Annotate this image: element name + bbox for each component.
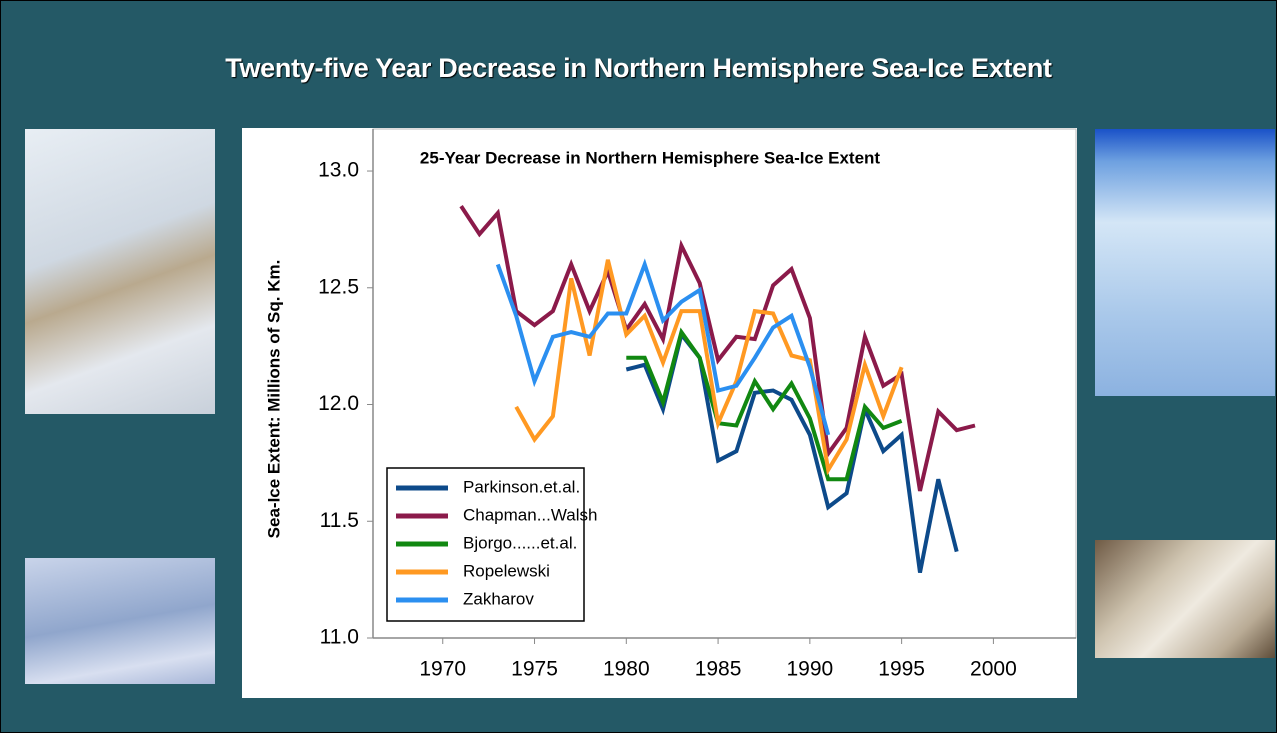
- x-tick-label: 1995: [878, 658, 925, 681]
- y-tick-label: 11.5: [320, 509, 359, 532]
- x-tick-label: 1975: [511, 658, 558, 681]
- legend-label: Ropelewski: [463, 561, 550, 580]
- photo: [25, 558, 215, 684]
- photo: [25, 129, 215, 414]
- photo: [1095, 540, 1275, 658]
- photo: [1095, 129, 1275, 396]
- series-line: [495, 258, 831, 436]
- x-tick-label: 2000: [970, 658, 1017, 681]
- series-line: [626, 327, 903, 482]
- y-axis-label: Sea-Ice Extent: Millions of Sq. Km.: [264, 260, 283, 539]
- series-line: [625, 330, 959, 573]
- legend-label: Bjorgo......et.al.: [463, 533, 577, 552]
- slide-title: Twenty-five Year Decrease in Northern He…: [225, 53, 1052, 83]
- chart: 25-Year Decrease in Northern Hemisphere …: [242, 128, 1077, 698]
- series-line: [459, 205, 976, 492]
- y-tick-label: 13.0: [318, 159, 359, 182]
- x-tick-label: 1970: [419, 658, 466, 681]
- x-tick-label: 1980: [603, 658, 650, 681]
- y-tick-label: 11.0: [320, 626, 359, 649]
- series-line: [514, 259, 904, 476]
- y-tick-label: 12.0: [318, 392, 359, 415]
- legend-label: Zakharov: [463, 589, 534, 608]
- y-tick-label: 12.5: [318, 275, 359, 298]
- chart-title: 25-Year Decrease in Northern Hemisphere …: [420, 148, 880, 167]
- x-tick-label: 1990: [786, 658, 833, 681]
- legend-label: Parkinson.et.al.: [463, 477, 580, 496]
- legend-label: Chapman...Walsh: [463, 505, 597, 524]
- x-tick-label: 1985: [695, 658, 742, 681]
